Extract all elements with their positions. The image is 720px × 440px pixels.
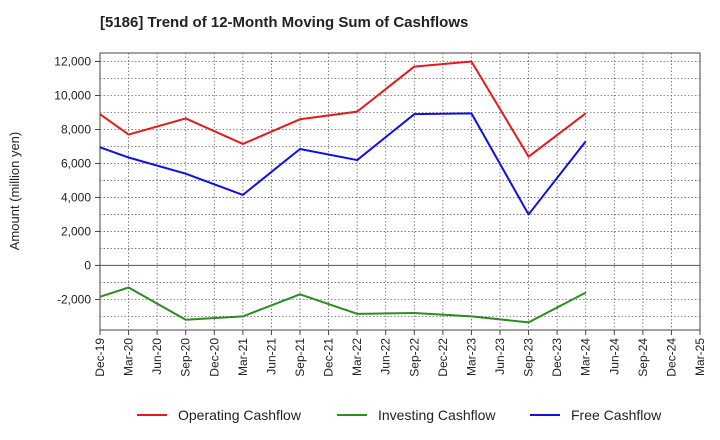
x-tick-label: Dec-22 [436,338,450,377]
y-tick-label: 12,000 [54,54,91,68]
x-tick-label: Jun-24 [607,338,621,375]
x-tick-label: Dec-19 [93,338,107,377]
x-tick-label: Jun-20 [150,338,164,375]
x-tick-label: Mar-21 [236,338,250,376]
y-tick-label: -2,000 [57,292,91,306]
x-tick-label: Dec-20 [207,338,221,377]
y-tick-label: 0 [84,258,91,272]
y-axis-ticks: -2,000 0 2,000 4,000 6,000 8,000 10,000 12,000 [54,54,100,306]
x-tick-label: Sep-22 [407,338,421,377]
x-axis-ticks: Dec-19 Mar-20 Jun-20 Sep-20 Dec-20 Mar-21 Jun-… [93,330,707,377]
x-tick-label: Mar-20 [122,338,136,376]
x-tick-label: Dec-23 [550,338,564,377]
grid-lines [100,53,700,330]
plot-area [99,52,701,331]
x-tick-label: Dec-21 [322,338,336,377]
series-lines [99,60,587,324]
series-line-free-cashflow [99,112,587,216]
y-tick-label: 10,000 [54,88,91,102]
x-tick-label: Jun-21 [264,338,278,375]
series-line-investing-cashflow [99,286,587,324]
y-tick-label: 6,000 [61,156,91,170]
x-tick-label: Mar-25 [693,338,707,376]
x-tick-label: Jun-23 [493,338,507,375]
y-axis-label: Amount (million yen) [7,132,22,251]
x-tick-label: Mar-22 [350,338,364,376]
x-tick-label: Sep-20 [179,338,193,377]
x-tick-label: Sep-24 [636,338,650,377]
legend-label: Operating Cashflow [178,407,302,423]
x-tick-label: Mar-23 [464,338,478,376]
x-tick-label: Sep-23 [522,338,536,377]
legend-label: Free Cashflow [571,407,662,423]
y-tick-label: 4,000 [61,190,91,204]
x-tick-label: Sep-21 [293,338,307,377]
legend-label: Investing Cashflow [378,407,496,423]
legend: Operating Cashflow Investing Cashflow Free… [137,407,662,423]
x-tick-label: Mar-24 [579,338,593,376]
series-line-operating-cashflow [99,60,587,158]
x-tick-label: Jun-22 [379,338,393,375]
y-tick-label: 8,000 [61,122,91,136]
y-tick-label: 2,000 [61,224,91,238]
chart-title: [5186] Trend of 12-Month Moving Sum of C… [100,14,469,31]
x-tick-label: Dec-24 [664,338,678,377]
